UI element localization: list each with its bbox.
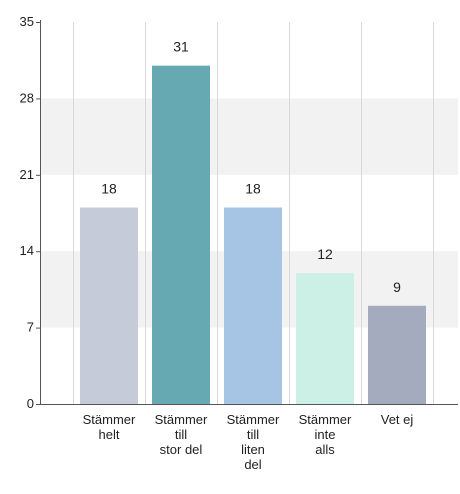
data-label: 31 (173, 39, 189, 55)
x-category-label: Vet ej (381, 412, 414, 427)
bar[interactable] (368, 305, 426, 404)
data-label: 18 (245, 181, 261, 197)
x-axis-categories: Stämmer helt Stämmer till stor del Stämmer til… (83, 412, 414, 472)
bar[interactable] (80, 207, 138, 404)
y-axis-ticks: 0 7 14 21 28 35 (20, 14, 40, 411)
x-category-label: Stämmer till stor del (155, 412, 208, 457)
y-tick-label: 7 (27, 320, 34, 335)
y-tick-label: 35 (20, 14, 34, 29)
y-tick-label: 21 (20, 167, 34, 182)
bars (80, 65, 426, 405)
data-label: 18 (101, 181, 117, 197)
data-labels: 18 31 18 12 9 (101, 39, 401, 295)
y-tick-label: 28 (20, 90, 34, 105)
y-tick-label: 14 (20, 243, 34, 258)
vertical-gridlines (73, 22, 434, 404)
x-category-label: Stämmer inte alls (299, 412, 352, 457)
y-tick-label: 0 (27, 396, 34, 411)
grid-band (40, 98, 458, 175)
bar[interactable] (296, 273, 354, 404)
x-category-label: Stämmer helt (83, 412, 136, 442)
bar[interactable] (152, 65, 210, 405)
axes (36, 20, 458, 405)
x-category-label: Stämmer till liten del (227, 412, 280, 472)
data-label: 9 (393, 279, 401, 295)
bar[interactable] (224, 207, 282, 404)
data-label: 12 (317, 246, 333, 262)
